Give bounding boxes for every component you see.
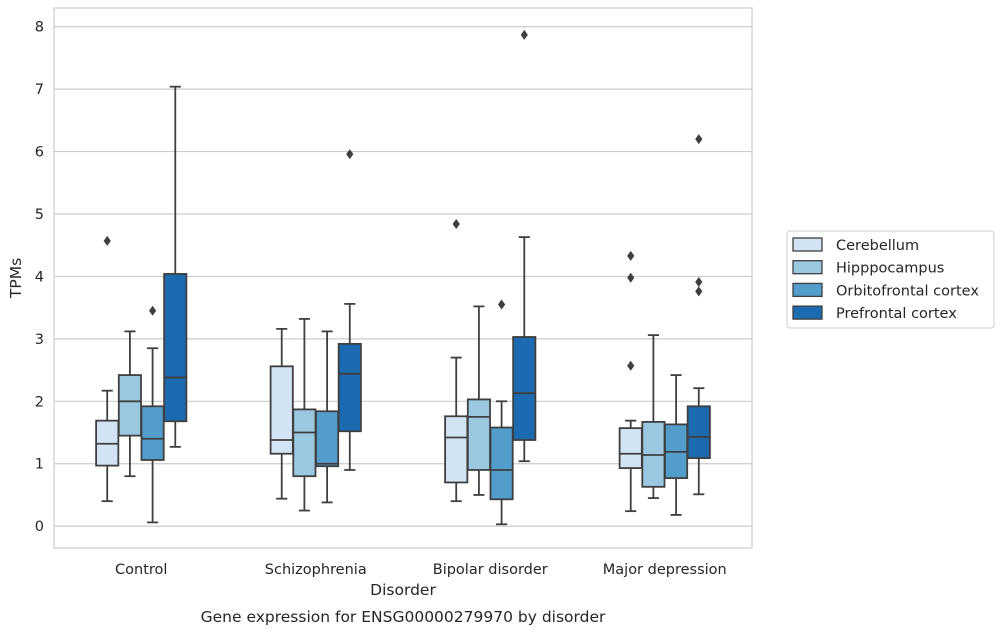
box-cerebellum bbox=[618, 250, 643, 513]
legend-label: Prefrontal cortex bbox=[836, 306, 957, 322]
box-iqr bbox=[444, 415, 469, 484]
x-tick-label: Bipolar disorder bbox=[433, 562, 548, 578]
y-tick-label: 3 bbox=[35, 332, 44, 348]
outlier-point bbox=[695, 286, 703, 297]
outlier-point bbox=[346, 149, 354, 160]
x-tick-label: Major depression bbox=[603, 562, 727, 578]
outlier-point bbox=[520, 29, 528, 40]
box-orbitofrontal-cortex bbox=[489, 299, 514, 526]
legend-label: Cerebellum bbox=[836, 238, 919, 254]
legend-label: Hipppocampus bbox=[836, 261, 944, 277]
legend-frame bbox=[786, 230, 995, 329]
legend-swatch bbox=[792, 282, 823, 298]
box-prefrontal-cortex bbox=[686, 134, 711, 496]
box-cerebellum bbox=[444, 219, 469, 503]
x-tick-label: Schizophrenia bbox=[265, 562, 367, 578]
chart-caption: Gene expression for ENSG00000279970 by d… bbox=[201, 608, 606, 626]
box-iqr bbox=[512, 336, 537, 441]
outlier-point bbox=[627, 250, 635, 261]
box-layer bbox=[95, 29, 711, 526]
box-hipppocampus bbox=[466, 305, 491, 496]
box-iqr bbox=[466, 398, 491, 471]
y-tick-label: 5 bbox=[35, 207, 44, 223]
box-prefrontal-cortex bbox=[512, 29, 537, 463]
box-orbitofrontal-cortex bbox=[315, 330, 340, 504]
outlier-point bbox=[627, 272, 635, 283]
legend-swatch bbox=[792, 237, 823, 252]
y-tick-label: 2 bbox=[35, 394, 44, 410]
legend-label: Orbitofrontal cortex bbox=[836, 283, 979, 299]
box-iqr bbox=[337, 342, 362, 433]
outlier-point bbox=[452, 219, 460, 229]
x-tick-labels: Control Schizophrenia Bipolar disorder Majo… bbox=[115, 562, 727, 578]
box-iqr bbox=[140, 405, 165, 461]
box-hipppocampus bbox=[117, 330, 142, 478]
box-orbitofrontal-cortex bbox=[664, 374, 689, 516]
box-iqr bbox=[163, 273, 188, 423]
box-cerebellum bbox=[269, 327, 294, 500]
outlier-point bbox=[695, 277, 703, 288]
box-iqr bbox=[686, 405, 711, 460]
box-orbitofrontal-cortex bbox=[140, 305, 165, 524]
box-iqr bbox=[618, 427, 643, 469]
legend-swatch bbox=[792, 305, 823, 320]
legend-swatch bbox=[792, 260, 823, 275]
outlier-point bbox=[103, 235, 111, 246]
box-prefrontal-cortex bbox=[337, 149, 362, 471]
outlier-point bbox=[695, 134, 703, 145]
box-iqr bbox=[292, 408, 317, 478]
box-hipppocampus bbox=[292, 317, 317, 512]
outlier-point bbox=[497, 299, 506, 310]
y-tick-label: 4 bbox=[35, 269, 44, 285]
y-axis-label: TPMs bbox=[7, 258, 25, 299]
y-tick-label: 7 bbox=[35, 82, 44, 98]
plot-frame bbox=[53, 7, 753, 549]
y-tick-label: 0 bbox=[35, 519, 44, 535]
box-cerebellum bbox=[95, 235, 120, 503]
box-hipppocampus bbox=[641, 334, 666, 499]
y-tick-label: 1 bbox=[35, 457, 44, 473]
box-prefrontal-cortex bbox=[163, 85, 188, 448]
box-iqr bbox=[315, 410, 340, 468]
box-iqr bbox=[489, 426, 514, 501]
x-axis-label: Disorder bbox=[370, 581, 436, 599]
outlier-point bbox=[148, 305, 157, 316]
box-iqr bbox=[117, 374, 142, 437]
y-tick-label: 6 bbox=[35, 145, 44, 161]
legend: Cerebellum Hipppocampus Orbitofrontal cort… bbox=[786, 230, 995, 329]
outlier-point bbox=[627, 360, 635, 371]
y-tick-labels: 0 1 2 3 4 5 6 7 8 bbox=[35, 20, 44, 535]
x-tick-label: Control bbox=[115, 562, 167, 578]
y-tick-label: 8 bbox=[35, 20, 44, 36]
